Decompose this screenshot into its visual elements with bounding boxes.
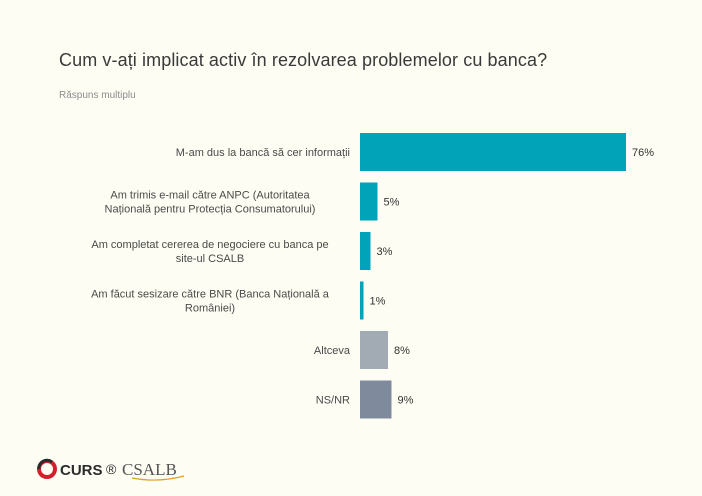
value-label-4: 8%: [394, 345, 410, 357]
chart-title: Cum v-ați implicat activ în rezolvarea p…: [59, 50, 548, 70]
value-label-3: 1%: [370, 296, 386, 308]
category-label-2-line-1: site-ul CSALB: [176, 253, 244, 265]
value-label-2: 3%: [377, 246, 393, 258]
curs-logo-icon: [37, 458, 57, 479]
bar-5: [360, 380, 392, 419]
bar-chart: 76% M-am dus la bancă să cer informații 5%…: [91, 133, 654, 419]
bar-2: [360, 232, 371, 270]
bar-4: [360, 331, 388, 369]
category-label-1-line-0: Am trimis e-mail către ANPC (Autoritatea: [110, 190, 310, 202]
csalb-logo-text: CSALB: [122, 460, 177, 479]
category-label-0-line-0: M-am dus la bancă să cer informații: [176, 147, 350, 159]
category-label-5-line-0: NS/NR: [316, 395, 350, 407]
bar-1: [360, 182, 378, 221]
bar-3: [360, 281, 364, 320]
curs-logo-text: CURS: [60, 462, 103, 479]
category-label-4-line-0: Altceva: [314, 345, 351, 357]
bar-0: [360, 133, 626, 171]
csalb-logo-swoosh-icon: [131, 475, 185, 481]
value-label-5: 9%: [398, 395, 414, 407]
category-label-2-line-0: Am completat cererea de negociere cu ban…: [91, 239, 328, 251]
category-label-1-line-1: Națională pentru Protecția Consumatorulu…: [105, 204, 316, 216]
value-label-0: 76%: [632, 147, 654, 159]
value-label-1: 5%: [384, 197, 400, 209]
logos: CURS ® CSALB: [37, 458, 185, 481]
chart-subtitle: Răspuns multiplu: [59, 90, 136, 101]
category-label-3-line-0: Am făcut sesizare către BNR (Banca Națio…: [91, 289, 330, 301]
registered-mark: ®: [106, 461, 117, 477]
bars-layer: 76% M-am dus la bancă să cer informații 5%…: [91, 133, 654, 419]
category-label-3-line-1: României): [185, 303, 235, 315]
